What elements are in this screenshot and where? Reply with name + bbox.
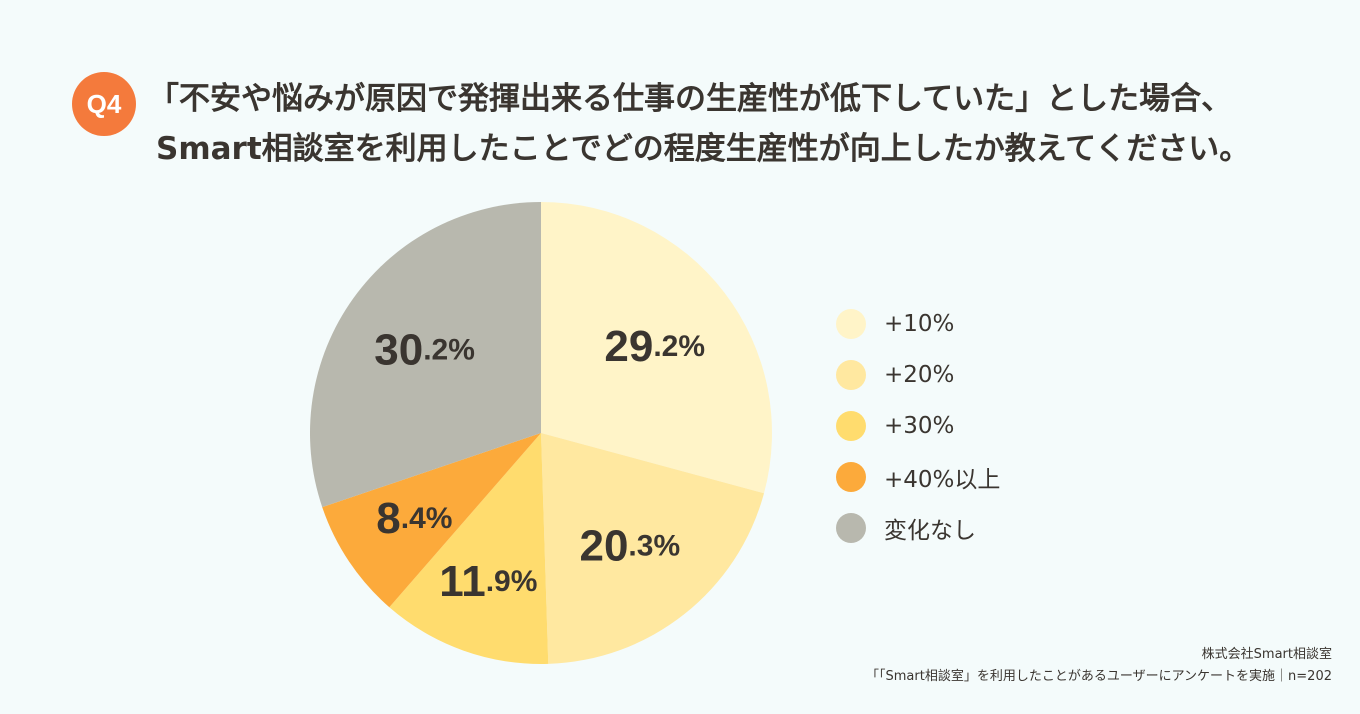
legend-item: +10%	[836, 298, 1000, 349]
pie-data-label: 29.2%	[604, 321, 705, 370]
legend-item: +20%	[836, 349, 1000, 400]
legend-label: +10%	[884, 310, 955, 337]
legend-swatch	[836, 308, 866, 339]
pie-data-label: 20.3%	[579, 521, 680, 570]
legend-swatch	[836, 512, 866, 543]
legend-item: 変化なし	[836, 502, 1000, 553]
chart-legend: +10% +20% +30% +40%以上 変化なし	[836, 298, 1000, 553]
legend-label: +30%	[884, 412, 955, 439]
question-title: 「不安や悩みが原因で発揮出来る仕事の生産性が低下していた」とした場合、 Smar…	[148, 74, 1316, 174]
legend-swatch	[836, 359, 866, 390]
source-footer: 株式会社Smart相談室 「「Smart相談室」を利用したことがあるユーザーにア…	[866, 644, 1332, 688]
legend-item: +40%以上	[836, 451, 1000, 502]
legend-swatch	[836, 461, 866, 492]
footer-note: 「「Smart相談室」を利用したことがあるユーザーにアンケートを実施｜n=202	[866, 669, 1332, 684]
pie-slice-4	[322, 433, 541, 608]
legend-item: +30%	[836, 400, 1000, 451]
pie-data-label: 11.9%	[439, 557, 537, 606]
legend-label: +40%以上	[884, 466, 1001, 493]
pie-slice-2	[541, 433, 764, 664]
question-badge: Q4	[72, 72, 136, 136]
legend-label: +20%	[884, 361, 955, 388]
question-title-line1: 「不安や悩みが原因で発揮出来る仕事の生産性が低下していた」とした場合、	[148, 81, 1233, 117]
footer-company: 株式会社Smart相談室	[1201, 647, 1332, 662]
legend-swatch	[836, 410, 866, 441]
question-title-line2: Smart相談室を利用したことでどの程度生産性が向上したか教えてください。	[156, 131, 1251, 167]
pie-slice-3	[389, 433, 549, 665]
pie-data-label: 30.2%	[374, 325, 475, 374]
legend-label: 変化なし	[884, 517, 976, 544]
pie-data-label: 8.4%	[376, 493, 452, 542]
pie-slice-5	[309, 202, 541, 508]
pie-slice-1	[541, 202, 772, 494]
